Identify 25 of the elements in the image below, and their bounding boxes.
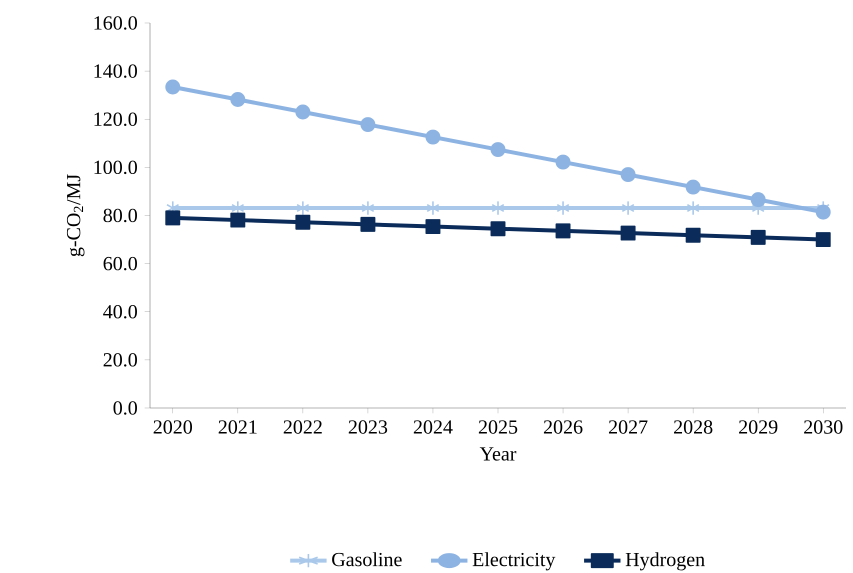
x-tick-label: 2028 <box>674 420 712 434</box>
x-tick-label: 2020 <box>154 420 192 434</box>
y-tick-label: 60.0 <box>104 256 137 270</box>
y-tick-label: 40.0 <box>103 304 137 319</box>
y-tick-label: 20.0 <box>104 353 137 367</box>
legend-label: Electricity <box>472 552 556 570</box>
y-tick-label: 120.0 <box>94 112 137 126</box>
x-tick-label: 2029 <box>739 420 778 434</box>
y-axis-title: g-CO$_{2}$/MJ <box>66 174 84 256</box>
y-tick-label: 0.0 <box>113 401 137 415</box>
x-tick-label: 2027 <box>608 420 648 434</box>
x-tick-label: 2026 <box>544 420 582 434</box>
x-tick-label: 2023 <box>348 420 388 434</box>
x-tick-label: 2022 <box>284 420 322 434</box>
x-tick-label: 2024 <box>414 420 453 434</box>
x-axis-title: Year <box>480 447 516 461</box>
y-tick-label: 80.0 <box>103 208 137 222</box>
y-tick-label: 160.0 <box>94 16 137 30</box>
x-tick-label: 2025 <box>478 420 518 434</box>
legend-label: Gasoline <box>332 552 402 566</box>
x-tick-label: 2021 <box>218 420 257 434</box>
y-tick-label: 140.0 <box>94 64 137 78</box>
x-tick-label: 2030 <box>804 420 842 434</box>
legend-label: Hydrogen <box>626 552 705 570</box>
y-tick-label: 100.0 <box>94 160 137 174</box>
